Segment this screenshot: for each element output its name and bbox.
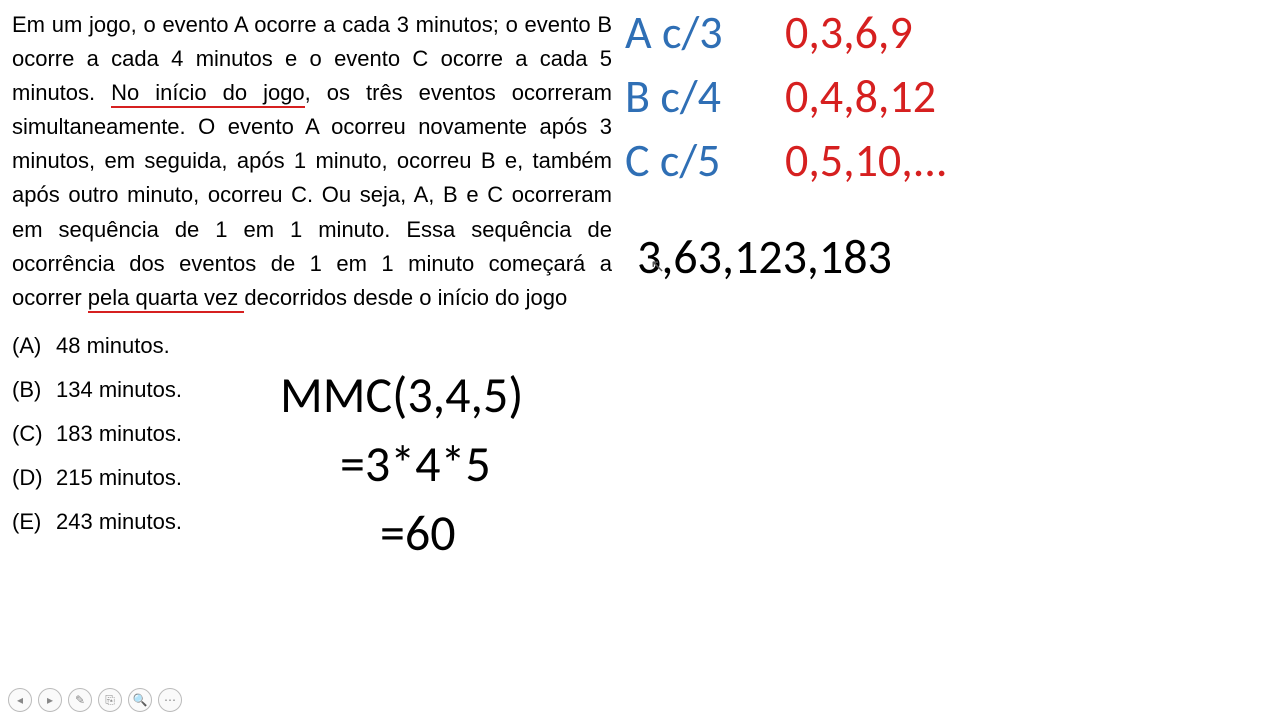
option-text: 243 minutos. [56,509,182,535]
event-b-values: 0,4,8,12 [785,69,936,125]
mmc-line1: MMC(3,4,5) [280,365,523,426]
mmc-calculation: MMC(3,4,5) =3*4*5 =60 [280,365,523,564]
underline-fourth: pela quarta vez [88,285,245,313]
more-button[interactable]: ⋯ [158,688,182,712]
pen-button[interactable]: ✎ [68,688,92,712]
option-text: 48 minutos. [56,333,170,359]
prev-button[interactable]: ◂ [8,688,32,712]
option-label: (B) [12,377,56,403]
option-label: (E) [12,509,56,535]
zoom-button[interactable]: 🔍 [128,688,152,712]
mmc-line3: =60 [380,503,523,564]
mmc-line2: =3*4*5 [340,434,523,495]
event-c-line: C c/5 0,5,10,... [625,133,1275,189]
event-a-label: A c/3 [625,5,785,61]
event-c-values: 0,5,10,... [785,133,948,189]
event-c-label: C c/5 [625,133,785,189]
event-a-line: A c/3 0,3,6,9 [625,5,1275,61]
option-a[interactable]: (A) 48 minutos. [12,333,612,359]
problem-post: decorridos desde o início do jogo [244,285,567,310]
problem-statement: Em um jogo, o evento A ocorre a cada 3 m… [12,8,612,315]
problem-mid: , os três eventos ocorreram simultaneame… [12,80,612,310]
event-a-values: 0,3,6,9 [785,5,913,61]
annotations-panel: A c/3 0,3,6,9 B c/4 0,4,8,12 C c/5 0,5,1… [625,5,1275,286]
option-text: 183 minutos. [56,421,182,447]
sequence-result: 3,63,123,183 [637,227,1275,286]
option-label: (D) [12,465,56,491]
slideshow-toolbar: ◂ ▸ ✎ ⎘ 🔍 ⋯ [8,688,182,712]
option-label: (C) [12,421,56,447]
option-label: (A) [12,333,56,359]
next-button[interactable]: ▸ [38,688,62,712]
option-text: 134 minutos. [56,377,182,403]
option-text: 215 minutos. [56,465,182,491]
slides-button[interactable]: ⎘ [98,688,122,712]
underline-start: No início do jogo [111,80,305,108]
event-b-line: B c/4 0,4,8,12 [625,69,1275,125]
event-b-label: B c/4 [625,69,785,125]
